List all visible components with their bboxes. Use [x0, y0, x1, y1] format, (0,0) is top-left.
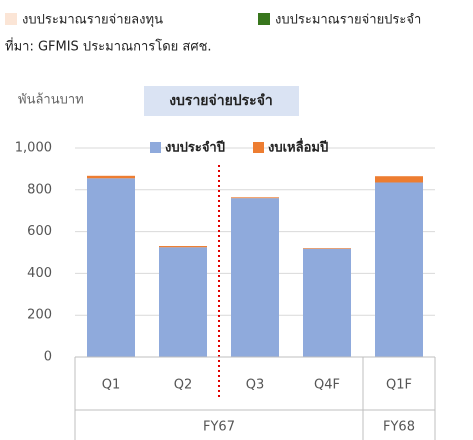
bar	[159, 246, 207, 248]
source: ที่มา: GFMIS ประมาณการโดย สศช.	[5, 38, 212, 55]
x-tick-label: Q2	[174, 378, 193, 393]
group-label: FY67	[203, 420, 235, 435]
legend-label: งบเหลื่อมปี	[268, 138, 328, 156]
y-tick-label: 0	[44, 350, 52, 365]
bar	[159, 247, 207, 357]
group-label: FY68	[383, 420, 415, 435]
legend-label: งบประมาณรายจ่ายประจำ	[275, 13, 421, 28]
legend-swatch	[150, 142, 161, 153]
bar	[303, 248, 351, 249]
bar	[87, 178, 135, 357]
bar	[231, 198, 279, 357]
bar	[87, 175, 135, 179]
legend-swatch	[253, 142, 264, 153]
y-tick-label: 600	[27, 224, 52, 239]
legend-label: งบประจำปี	[165, 140, 225, 156]
y-axis-label: พันล้านบาท	[18, 93, 84, 108]
y-tick-label: 400	[27, 266, 52, 281]
title-box	[144, 86, 299, 116]
y-tick-label: 200	[27, 308, 52, 323]
x-tick-label: Q4F	[314, 378, 340, 393]
x-tick-label: Q1F	[386, 378, 412, 393]
chart-title: งบรายจ่ายประจำ	[169, 93, 273, 109]
y-tick-label: 800	[27, 182, 52, 197]
bar	[375, 182, 423, 357]
x-tick-label: Q3	[246, 378, 265, 393]
bar	[231, 197, 279, 199]
bar	[375, 176, 423, 183]
legend-label: งบประมาณรายจ่ายลงทุน	[22, 13, 163, 28]
legend-swatch	[5, 13, 17, 25]
bar	[303, 248, 351, 357]
y-tick-label: 1,000	[15, 141, 52, 156]
legend-swatch	[258, 13, 270, 25]
x-tick-label: Q1	[102, 378, 121, 393]
